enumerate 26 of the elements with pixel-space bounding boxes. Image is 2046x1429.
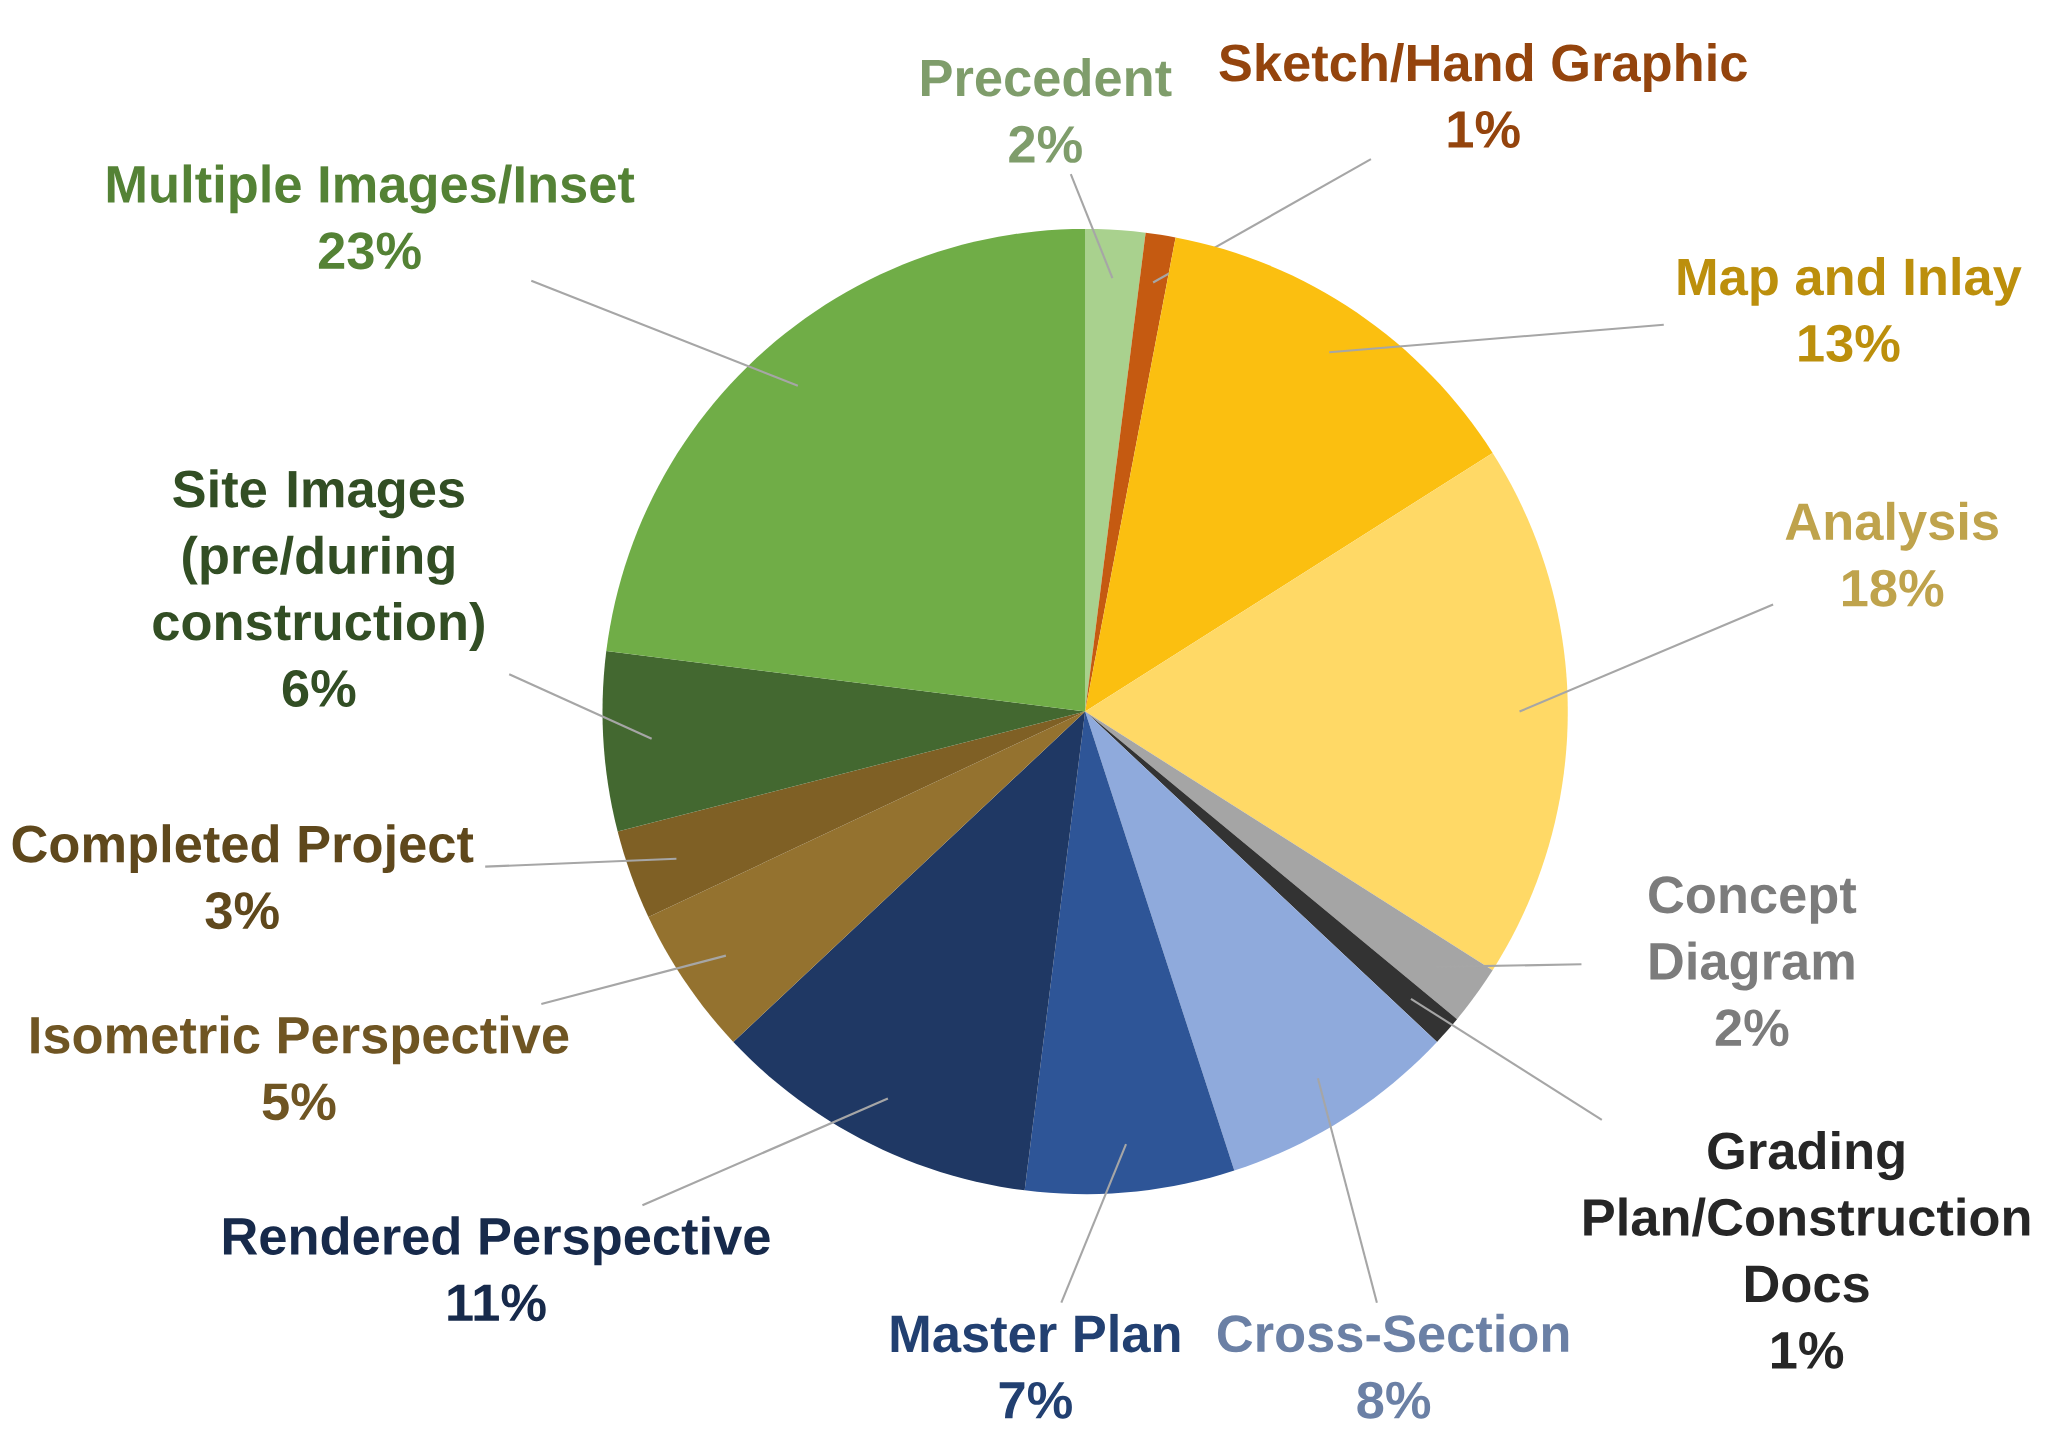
data-label: 2% <box>1009 125 1082 163</box>
slice-label: Analysis <box>1785 501 1998 551</box>
slice-label: Grading Plan/Construction Docs <box>1584 1130 2030 1303</box>
slice-label: Cross-Section <box>1217 1313 1569 1353</box>
data-label: 11% <box>448 1284 546 1322</box>
data-label: 2% <box>1715 1009 1789 1047</box>
data-label: 5% <box>262 1083 336 1121</box>
data-label: 6% <box>282 669 356 707</box>
legend-label: Concept Diagram <box>1649 876 1857 991</box>
slice-label: Isometric Perspective <box>31 1015 569 1065</box>
slice-label: Site Images (pre/during construction) <box>153 469 484 651</box>
data-label: 1% <box>1448 110 1520 148</box>
slice-label: Sketch/Hand Graphic <box>1219 42 1747 92</box>
data-label: 13% <box>1799 324 1900 362</box>
data-label: 3% <box>205 891 279 930</box>
data-label: 7% <box>999 1381 1072 1419</box>
data-label: 8% <box>1357 1381 1431 1419</box>
slice-label: Master Plan <box>891 1313 1180 1353</box>
data-label: 1% <box>1772 1331 1844 1369</box>
slice-label: Rendered Perspective <box>223 1216 770 1266</box>
slice-label: Completed Project <box>12 824 474 873</box>
data-label: 23% <box>318 232 421 270</box>
slice-label: Map and Inlay <box>1678 256 2022 306</box>
slice-label: Precedent <box>922 57 1172 97</box>
slice-label: Multiple Images/Inset <box>107 164 635 214</box>
data-label: 18% <box>1843 569 1944 607</box>
